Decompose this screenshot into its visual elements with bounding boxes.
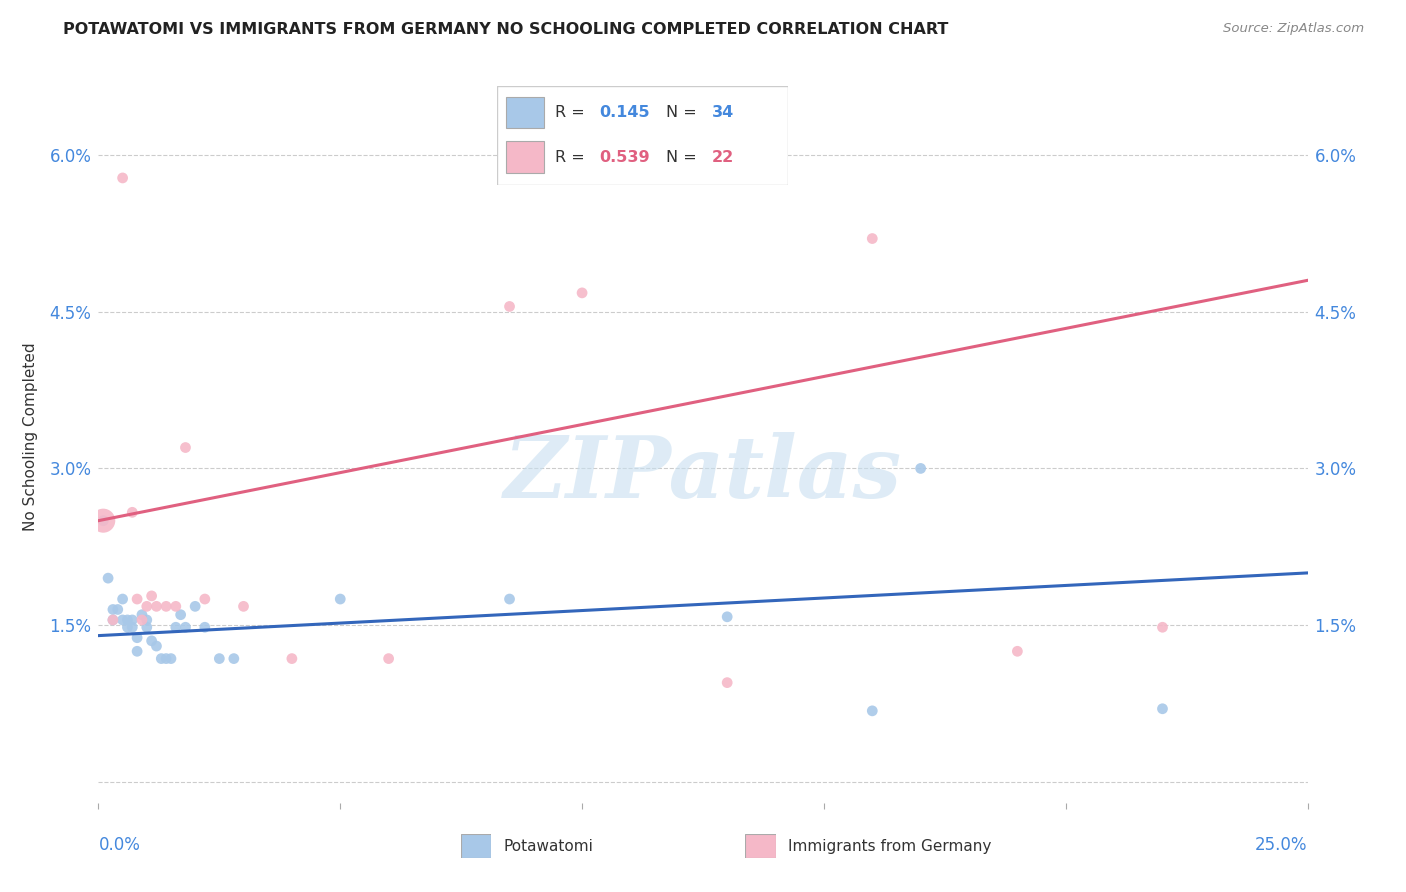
Point xyxy=(131,613,153,627)
Point xyxy=(377,651,399,665)
Point xyxy=(860,704,883,718)
Point xyxy=(150,651,173,665)
Point xyxy=(101,602,124,616)
Point xyxy=(184,599,207,614)
Point xyxy=(1152,620,1174,634)
Text: POTAWATOMI VS IMMIGRANTS FROM GERMANY NO SCHOOLING COMPLETED CORRELATION CHART: POTAWATOMI VS IMMIGRANTS FROM GERMANY NO… xyxy=(63,22,949,37)
Point xyxy=(91,514,114,528)
Point xyxy=(135,620,157,634)
Point xyxy=(174,620,197,634)
Text: 0.0%: 0.0% xyxy=(98,836,141,854)
Text: 25.0%: 25.0% xyxy=(1256,836,1308,854)
Point xyxy=(117,613,139,627)
Point xyxy=(145,639,167,653)
Point xyxy=(716,675,738,690)
Point xyxy=(174,441,197,455)
Point xyxy=(111,592,134,607)
Point xyxy=(135,613,157,627)
Y-axis label: No Schooling Completed: No Schooling Completed xyxy=(24,343,38,532)
Point xyxy=(155,599,177,614)
Text: Potawatomi: Potawatomi xyxy=(503,839,593,855)
Point xyxy=(121,505,143,519)
Text: ZIPatlas: ZIPatlas xyxy=(503,432,903,516)
Point xyxy=(208,651,231,665)
Point xyxy=(101,613,124,627)
Point xyxy=(145,599,167,614)
Point xyxy=(141,633,163,648)
Point xyxy=(160,651,183,665)
Point xyxy=(1152,702,1174,716)
Point xyxy=(571,285,593,300)
Point xyxy=(117,620,139,634)
Point xyxy=(131,607,153,622)
Point xyxy=(141,589,163,603)
Point xyxy=(222,651,245,665)
Point xyxy=(910,461,932,475)
Point xyxy=(121,620,143,634)
Text: Immigrants from Germany: Immigrants from Germany xyxy=(787,839,991,855)
Point xyxy=(91,514,114,528)
Point xyxy=(127,644,149,658)
Point xyxy=(101,613,124,627)
Point xyxy=(860,231,883,245)
Point xyxy=(169,607,191,622)
Point xyxy=(498,300,520,314)
Point xyxy=(135,599,157,614)
Point xyxy=(111,613,134,627)
Point xyxy=(121,613,143,627)
Point xyxy=(716,609,738,624)
Text: Source: ZipAtlas.com: Source: ZipAtlas.com xyxy=(1223,22,1364,36)
Point xyxy=(111,170,134,185)
Point xyxy=(281,651,304,665)
Point xyxy=(97,571,120,585)
Point xyxy=(127,592,149,607)
Point xyxy=(194,592,217,607)
Point xyxy=(165,599,187,614)
Point xyxy=(498,592,520,607)
Point xyxy=(1007,644,1029,658)
Point xyxy=(127,631,149,645)
Point xyxy=(329,592,352,607)
Point xyxy=(165,620,187,634)
Point xyxy=(194,620,217,634)
Point xyxy=(232,599,254,614)
Point xyxy=(107,602,129,616)
Point xyxy=(155,651,177,665)
